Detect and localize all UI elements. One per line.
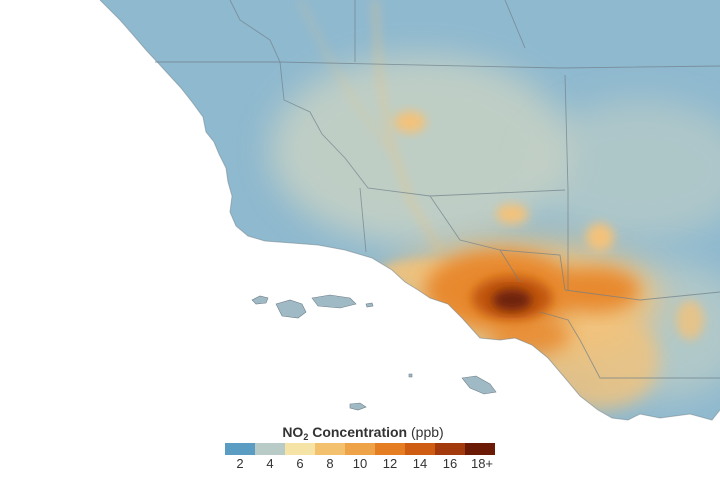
legend-tick-label: 10 (352, 456, 368, 471)
legend-swatch (255, 443, 285, 455)
legend: NO2 Concentration (ppb) 2 4 6 8 10 12 14… (218, 420, 508, 476)
legend-swatch (375, 443, 405, 455)
legend-title-subscript: 2 (303, 432, 309, 442)
legend-title-unit: (ppb) (411, 424, 444, 440)
legend-swatch (345, 443, 375, 455)
legend-color-bar (225, 443, 495, 455)
legend-swatch (285, 443, 315, 455)
legend-swatch (435, 443, 465, 455)
legend-tick-label: 4 (266, 456, 274, 471)
legend-tick-label: 16 (442, 456, 458, 471)
legend-swatch (225, 443, 255, 455)
legend-swatch (315, 443, 345, 455)
legend-title-word: Concentration (308, 424, 411, 440)
legend-tick-label: 8 (326, 456, 334, 471)
legend-tick-label: 6 (296, 456, 304, 471)
legend-tick-label: 12 (382, 456, 398, 471)
legend-tick-label: 2 (236, 456, 244, 471)
coastline (99, 0, 720, 421)
legend-title-chem: NO (282, 424, 304, 440)
legend-tick-label: 18+ (470, 456, 494, 471)
legend-swatch (465, 443, 495, 455)
county-borders (155, 0, 720, 379)
legend-tick-label: 14 (412, 456, 428, 471)
channel-islands (251, 294, 497, 411)
legend-title: NO2 Concentration (ppb) (218, 424, 508, 442)
legend-swatch (405, 443, 435, 455)
